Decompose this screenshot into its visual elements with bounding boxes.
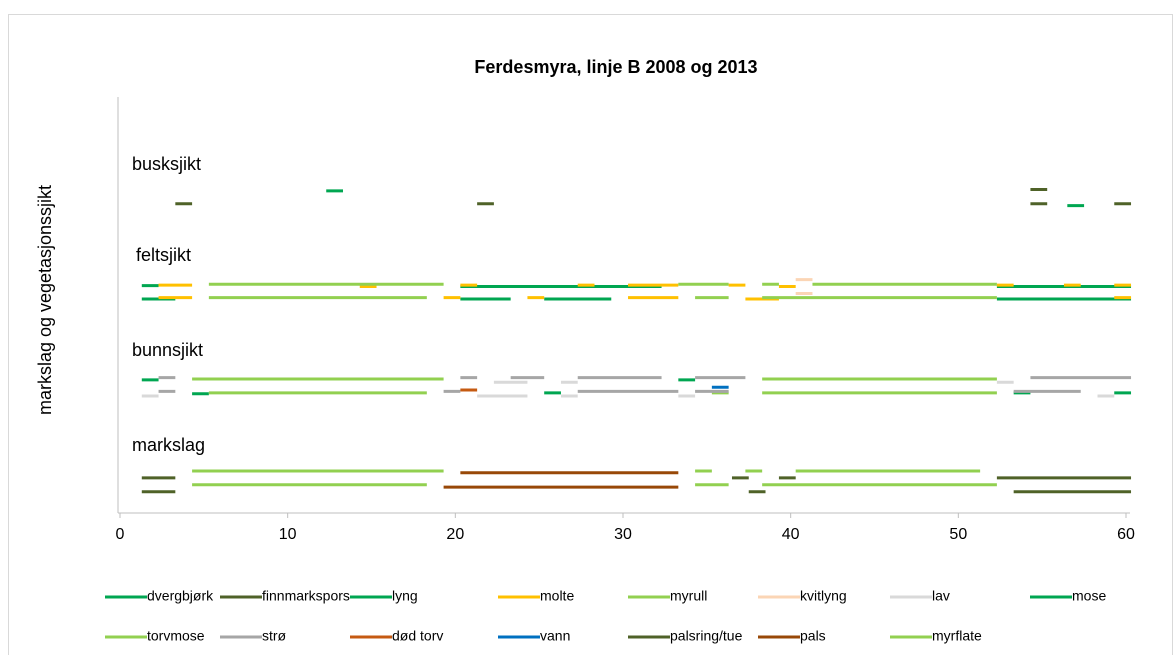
chart-title: Ferdesmyra, linje B 2008 og 2013 bbox=[474, 57, 757, 77]
legend-label: død torv bbox=[392, 628, 443, 644]
y-axis-label: markslag og vegetasjonssjikt bbox=[35, 185, 55, 415]
x-tick-label: 30 bbox=[614, 526, 632, 543]
chart-frame bbox=[8, 14, 1173, 660]
x-tick-label: 50 bbox=[949, 526, 967, 543]
x-tick-label: 0 bbox=[116, 526, 125, 543]
x-tick-label: 40 bbox=[782, 526, 800, 543]
group-label: bunnsjikt bbox=[132, 340, 203, 360]
group-label: busksjikt bbox=[132, 154, 201, 174]
legend-label: mose bbox=[1072, 588, 1106, 604]
legend-label: lyng bbox=[392, 588, 418, 604]
legend-label: myrflate bbox=[932, 628, 982, 644]
legend-label: strø bbox=[262, 628, 287, 644]
legend-label: dvergbjørk bbox=[147, 588, 214, 604]
legend-label: pals bbox=[800, 628, 826, 644]
legend-label: vann bbox=[540, 628, 570, 644]
legend-label: torvmose bbox=[147, 628, 205, 644]
legend-label: kvitlyng bbox=[800, 588, 847, 604]
legend-label: myrull bbox=[670, 588, 707, 604]
x-tick-label: 10 bbox=[279, 526, 297, 543]
group-label: markslag bbox=[132, 435, 205, 455]
x-tick-label: 20 bbox=[446, 526, 464, 543]
legend-label: finnmarkspors bbox=[262, 588, 350, 604]
x-tick-label: 60 bbox=[1117, 526, 1135, 543]
legend-label: palsring/tue bbox=[670, 628, 743, 644]
legend-label: lav bbox=[932, 588, 950, 604]
group-label: feltsjikt bbox=[136, 245, 191, 265]
legend-label: molte bbox=[540, 588, 574, 604]
